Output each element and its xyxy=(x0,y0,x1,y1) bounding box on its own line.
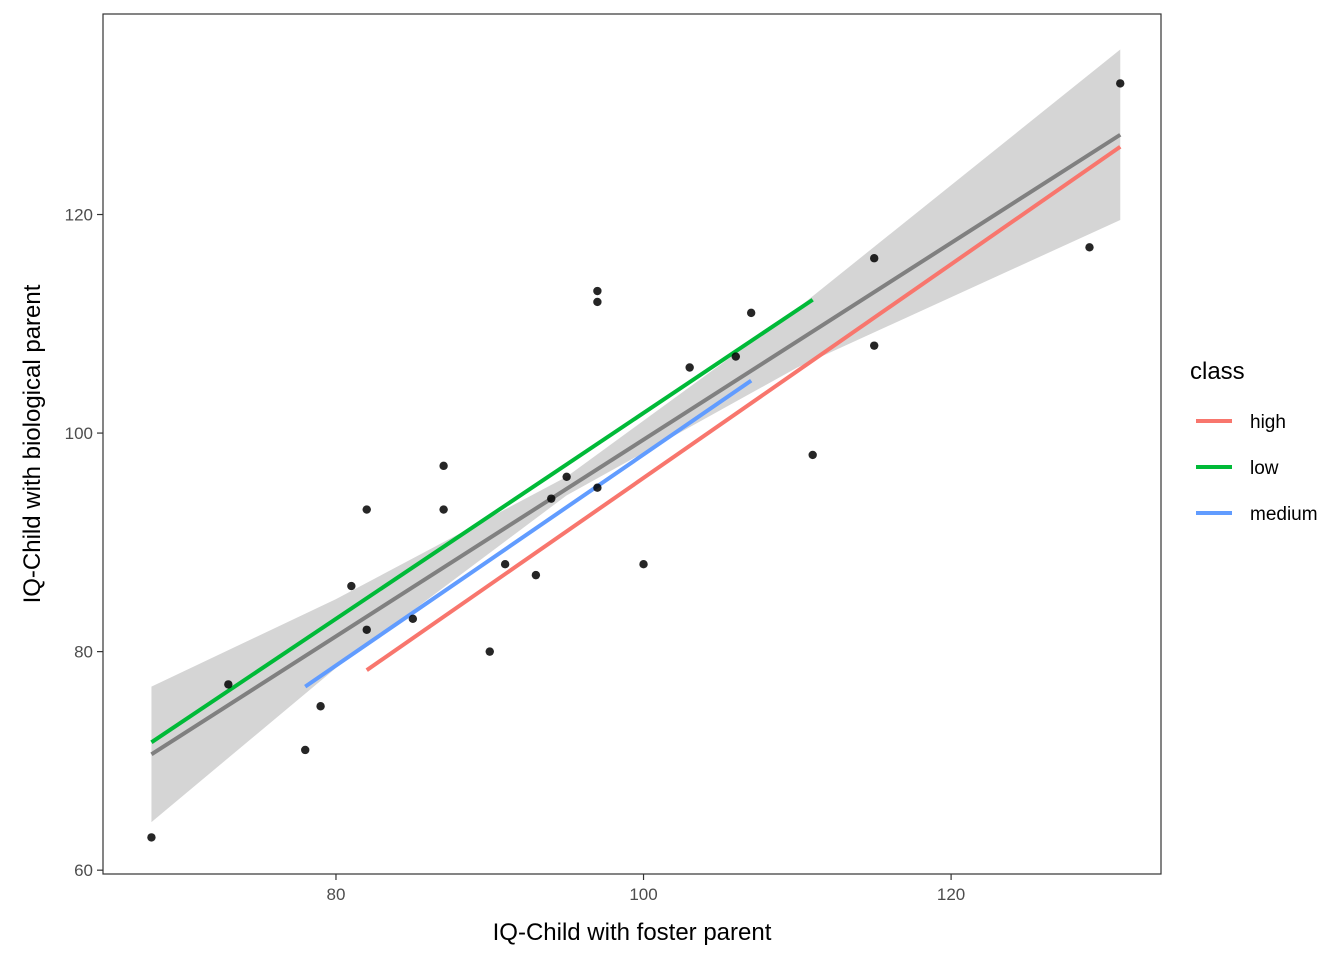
data-point-20 xyxy=(731,352,741,361)
data-point-2 xyxy=(301,745,310,755)
data-point-26 xyxy=(1116,79,1125,88)
point-layer xyxy=(147,79,1125,842)
data-point-21 xyxy=(746,308,756,318)
data-point-5 xyxy=(362,625,371,634)
data-point-11 xyxy=(500,560,510,569)
x-tick-label-80: 80 xyxy=(327,885,346,904)
data-point-10 xyxy=(485,647,494,656)
x-axis-title: IQ-Child with foster parent xyxy=(493,919,772,946)
data-point-8 xyxy=(439,461,448,471)
legend-label-medium: medium xyxy=(1250,504,1318,525)
confidence-band xyxy=(151,49,1121,823)
fit-line-medium xyxy=(304,378,753,689)
data-point-3 xyxy=(316,702,325,711)
data-point-7 xyxy=(408,614,418,624)
axis-ticks: 80 100 120 60 80 100 120 xyxy=(65,206,966,904)
y-axis-title: IQ-Child with biological parent xyxy=(19,284,46,603)
data-point-0 xyxy=(147,833,156,842)
data-point-24 xyxy=(870,341,879,350)
y-tick-label-100: 100 xyxy=(65,424,93,443)
data-point-1 xyxy=(224,680,233,689)
legend: class high low medium xyxy=(1190,358,1318,525)
data-point-15 xyxy=(593,483,602,492)
data-point-4 xyxy=(347,581,356,591)
y-tick-label-60: 60 xyxy=(74,861,93,880)
fit-line-high xyxy=(365,145,1122,672)
data-point-19 xyxy=(685,363,694,372)
legend-title: class xyxy=(1190,358,1245,385)
data-point-12 xyxy=(531,570,541,580)
data-point-18 xyxy=(639,560,648,569)
overall-fit-line xyxy=(150,133,1122,757)
confidence-band-layer xyxy=(151,49,1121,823)
data-point-14 xyxy=(562,472,571,481)
fit-line-layer xyxy=(150,133,1122,757)
x-tick-label-120: 120 xyxy=(937,885,965,904)
data-point-17 xyxy=(593,286,602,296)
plot-panel-border xyxy=(102,13,1162,875)
legend-label-low: low xyxy=(1250,458,1279,479)
y-tick-label-80: 80 xyxy=(74,643,93,662)
x-tick-label-100: 100 xyxy=(629,885,657,904)
legend-label-high: high xyxy=(1250,412,1286,433)
data-point-13 xyxy=(547,494,556,503)
data-point-22 xyxy=(808,450,817,460)
y-tick-label-120: 120 xyxy=(65,206,93,225)
data-point-25 xyxy=(1085,243,1094,252)
data-point-9 xyxy=(439,505,448,514)
fit-line-low xyxy=(150,298,814,744)
data-point-6 xyxy=(362,505,371,514)
data-point-16 xyxy=(593,297,602,307)
data-point-23 xyxy=(870,254,879,263)
